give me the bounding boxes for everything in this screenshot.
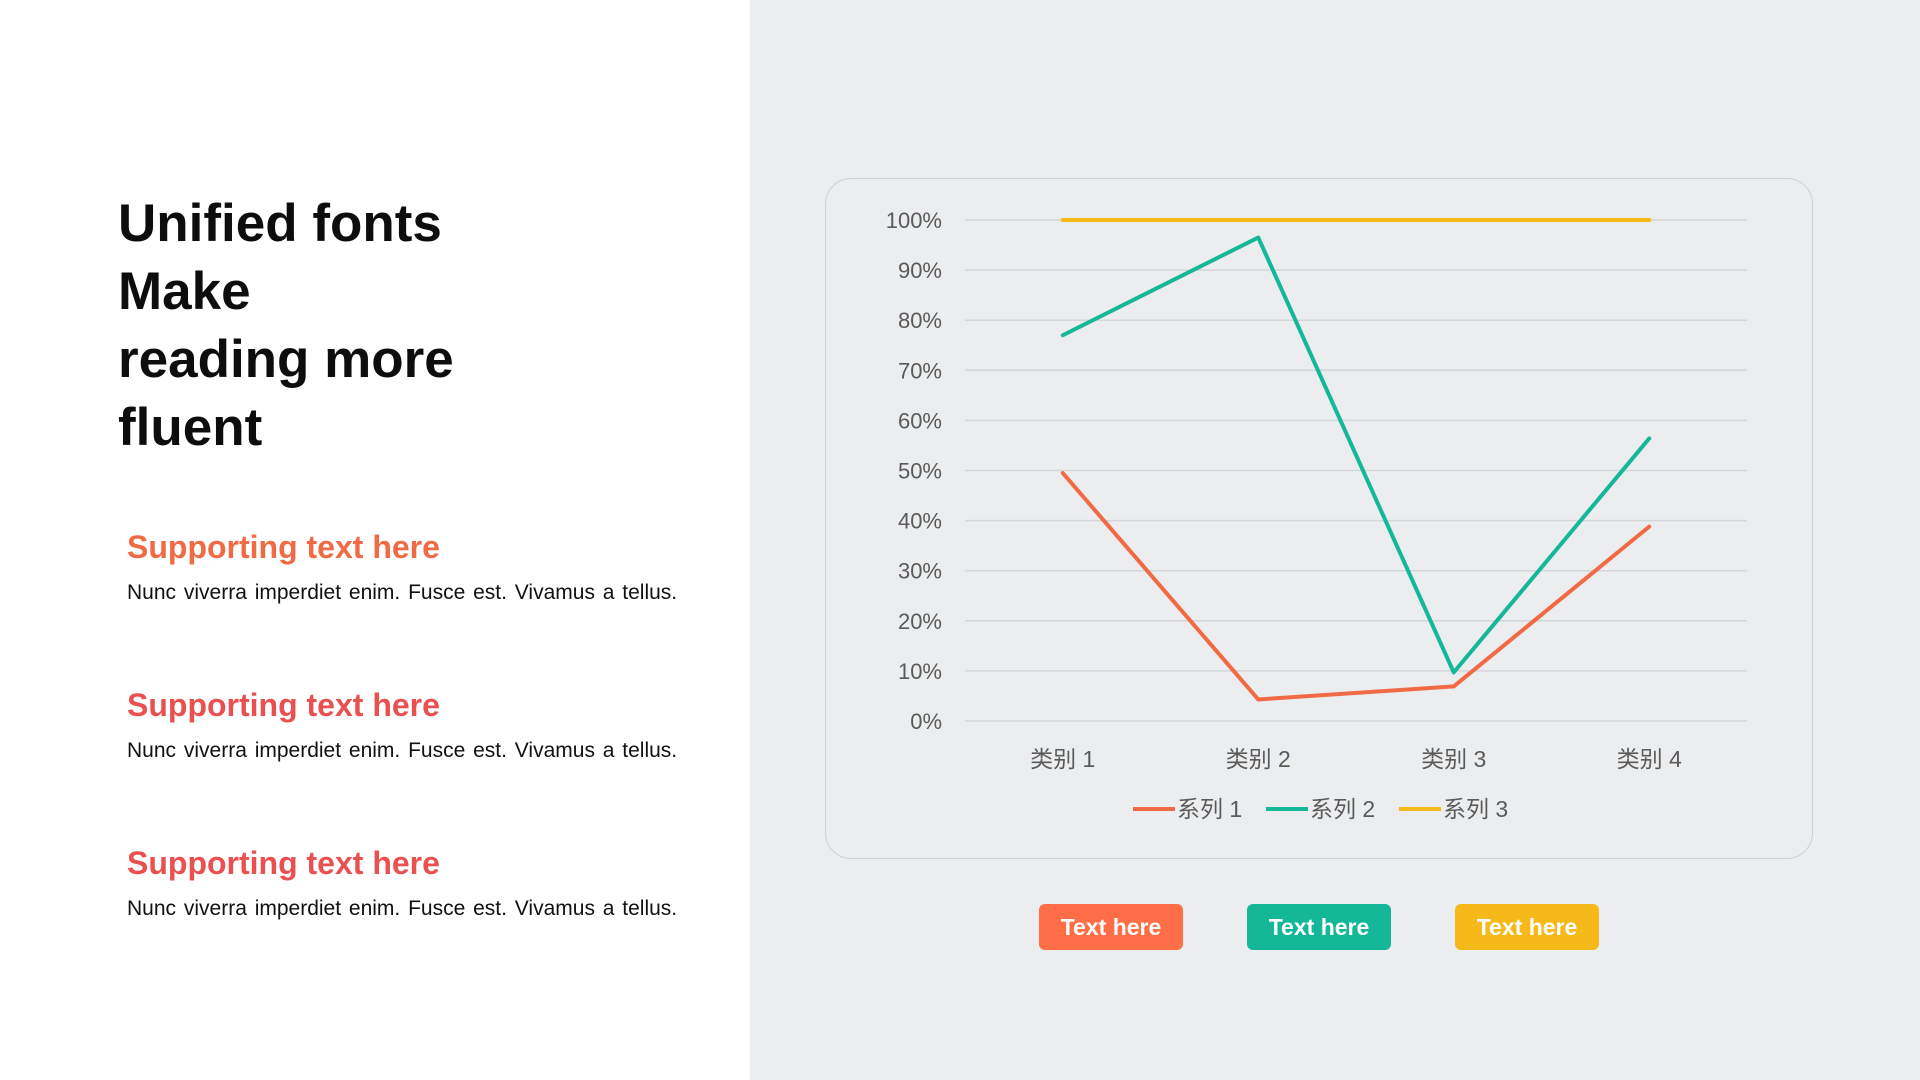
chart-card: [825, 178, 1813, 859]
title-line-3: reading more: [118, 330, 454, 389]
right-panel: [750, 0, 1920, 1080]
slide-title: Unified fonts Make reading more fluent: [118, 190, 638, 462]
supporting-heading-3: Supporting text here: [127, 845, 440, 881]
x-tick-label: 类别 3: [1421, 746, 1486, 772]
y-tick-label: 70%: [898, 358, 942, 383]
supporting-body-1: Nunc viverra imperdiet enim. Fusce est. …: [127, 581, 678, 604]
chart-grid: [965, 219, 1747, 722]
x-tick-label: 类别 1: [1030, 746, 1095, 772]
supporting-body-2: Nunc viverra imperdiet enim. Fusce est. …: [127, 739, 678, 762]
text-button-2[interactable]: Text here: [1247, 904, 1391, 950]
y-tick-label: 0%: [910, 709, 942, 734]
y-tick-label: 100%: [886, 208, 942, 233]
title-line-2: Make: [118, 262, 251, 321]
supporting-block-2: Supporting text here Nunc viverra imperd…: [127, 686, 727, 764]
x-tick-label: 类别 4: [1617, 746, 1682, 772]
supporting-body-3: Nunc viverra imperdiet enim. Fusce est. …: [127, 897, 678, 920]
series-line-1: [1060, 471, 1652, 702]
y-tick-label: 20%: [898, 609, 942, 634]
supporting-block-1: Supporting text here Nunc viverra imperd…: [127, 528, 727, 606]
legend-label-3: 系列 3: [1443, 796, 1508, 822]
y-tick-label: 50%: [898, 459, 942, 484]
y-tick-label: 10%: [898, 659, 942, 684]
supporting-heading-1: Supporting text here: [127, 529, 440, 565]
y-tick-label: 30%: [898, 559, 942, 584]
y-tick-label: 60%: [898, 408, 942, 433]
y-tick-label: 80%: [898, 308, 942, 333]
chart-legend: 系列 1 系列 2 系列 3: [1133, 796, 1508, 822]
text-button-3[interactable]: Text here: [1455, 904, 1599, 950]
title-line-1: Unified fonts: [118, 194, 442, 253]
y-tick-label: 90%: [898, 258, 942, 283]
chart-series: [1060, 218, 1652, 702]
title-line-4: fluent: [118, 398, 263, 457]
supporting-heading-2: Supporting text here: [127, 687, 440, 723]
series-line-2: [1060, 235, 1652, 675]
text-button-1[interactable]: Text here: [1039, 904, 1183, 950]
x-axis-ticks: 类别 1 类别 2 类别 3 类别 4: [1030, 746, 1682, 772]
supporting-block-3: Supporting text here Nunc viverra imperd…: [127, 844, 727, 922]
y-tick-label: 40%: [898, 509, 942, 534]
x-tick-label: 类别 2: [1226, 746, 1291, 772]
legend-label-2: 系列 2: [1310, 796, 1375, 822]
legend-label-1: 系列 1: [1177, 796, 1242, 822]
y-axis-ticks: 0% 10% 20% 30% 40% 50% 60% 70% 80% 90% 100%: [886, 208, 942, 734]
